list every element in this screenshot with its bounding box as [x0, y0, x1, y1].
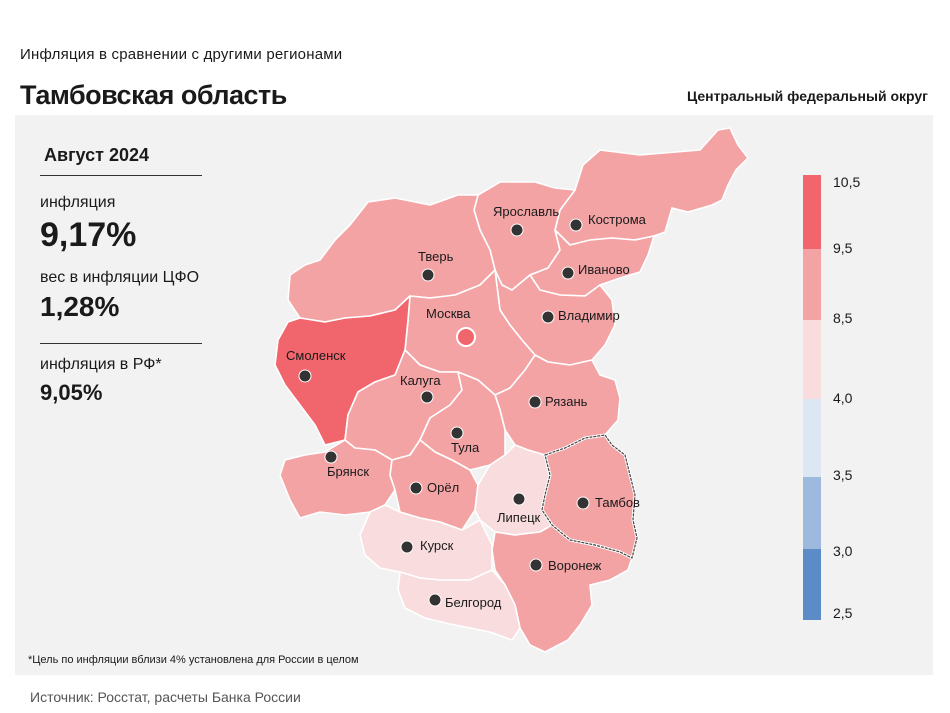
divider	[40, 343, 202, 344]
label-yaroslavl: Ярославль	[493, 204, 559, 219]
stats-block: Август 2024 инфляция 9,17% вес в инфляци…	[40, 145, 202, 406]
marker-kaluga	[420, 390, 434, 404]
label-kursk: Курск	[420, 538, 454, 553]
label-kaluga: Калуга	[400, 373, 441, 388]
label-lipetsk: Липецк	[497, 510, 541, 525]
marker-tula	[450, 426, 464, 440]
inflation-label: инфляция	[40, 194, 116, 211]
source-note: Источник: Росстат, расчеты Банка России	[30, 689, 301, 705]
label-vladimir: Владимир	[558, 308, 620, 323]
legend-label-3-5: 3,5	[833, 467, 853, 483]
label-tambov: Тамбов	[595, 495, 640, 510]
label-voronezh: Воронеж	[548, 558, 602, 573]
marker-vladimir	[541, 310, 555, 324]
marker-kursk	[400, 540, 414, 554]
label-belgorod: Белгород	[445, 595, 502, 610]
marker-ryazan	[528, 395, 542, 409]
marker-kostroma	[569, 218, 583, 232]
label-tula: Тула	[451, 440, 480, 455]
marker-tver	[421, 268, 435, 282]
legend-label-9-5: 9,5	[833, 240, 853, 256]
subtitle: Инфляция в сравнении с другими регионами	[20, 46, 343, 63]
marker-yaroslavl	[510, 223, 524, 237]
marker-smolensk	[298, 369, 312, 383]
legend-segment-4-0-8-5	[803, 320, 821, 399]
label-ryazan: Рязань	[545, 394, 588, 409]
page-title: Тамбовская область	[20, 80, 287, 110]
marker-bryansk	[324, 450, 338, 464]
region-tambov-outline	[541, 434, 638, 559]
marker-belgorod	[428, 593, 442, 607]
label-ivanovo: Иваново	[578, 262, 630, 277]
region-ivanovo[interactable]	[529, 229, 655, 297]
legend-label-10-5: 10,5	[833, 174, 861, 190]
district-label: Центральный федеральный округ	[686, 88, 928, 104]
marker-voronezh	[529, 558, 543, 572]
marker-moscow	[456, 327, 476, 347]
marker-lipetsk	[512, 492, 526, 506]
legend-segment-8-5-9-5	[803, 249, 821, 320]
region-bryansk[interactable]	[279, 439, 396, 519]
period-label: Август 2024	[40, 145, 202, 176]
rf-inflation-value: 9,05%	[40, 380, 103, 405]
label-tver: Тверь	[418, 249, 454, 264]
label-bryansk: Брянск	[327, 464, 369, 479]
rf-inflation-label: инфляция в РФ*	[40, 356, 162, 373]
label-moscow: Москва	[426, 306, 471, 321]
marker-ivanovo	[561, 266, 575, 280]
legend-segment-3-5-4-0	[803, 399, 821, 477]
weight-label: вес в инфляции ЦФО	[40, 269, 200, 286]
legend-label-2-5: 2,5	[833, 605, 853, 621]
marker-orel	[409, 481, 423, 495]
legend-segment-9-5-10-5	[803, 175, 821, 249]
label-orel: Орёл	[427, 480, 459, 495]
marker-tambov	[576, 496, 590, 510]
label-kostroma: Кострома	[588, 212, 647, 227]
region-kostroma[interactable]	[554, 127, 749, 246]
label-smolensk: Смоленск	[286, 348, 346, 363]
legend-label-4-0: 4,0	[833, 390, 853, 406]
legend-label-8-5: 8,5	[833, 310, 853, 326]
region-belgorod[interactable]	[397, 569, 521, 641]
weight-value: 1,28%	[40, 291, 120, 322]
legend-segment-3-0-3-5	[803, 477, 821, 549]
legend-label-3-0: 3,0	[833, 543, 853, 559]
footnote: *Цель по инфляции вблизи 4% установлена …	[28, 654, 359, 666]
legend-segment-2-5-3-0	[803, 549, 821, 620]
inflation-value: 9,17%	[40, 216, 137, 254]
